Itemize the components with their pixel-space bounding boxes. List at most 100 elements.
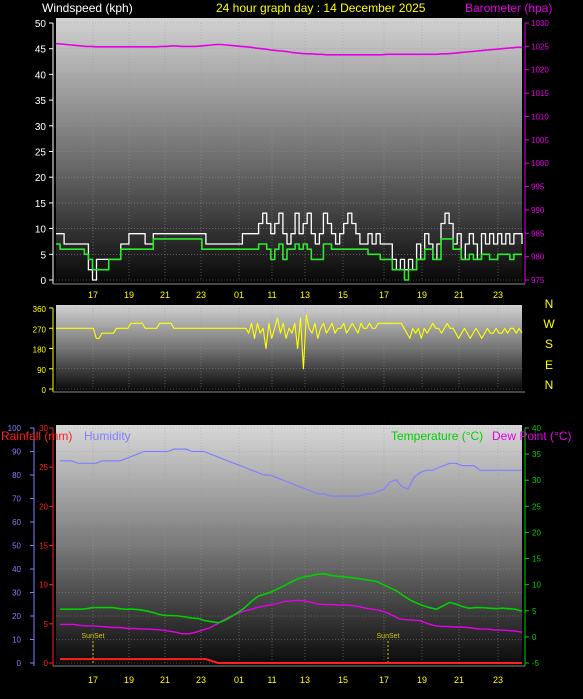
wind-x-tick-label: 23 [196,290,206,300]
barometer-y-tick-label: 1025 [531,42,549,51]
rainfall-tick-label: 25 [39,463,48,472]
wind-x-tick-label: 21 [454,290,464,300]
temperature-tick-label: -5 [532,659,540,668]
wind-y-tick-label: 10 [35,225,47,236]
direction-y-tick-label: 0 [42,386,47,395]
wind-x-tick-label: 13 [300,290,310,300]
wind-plot-area [56,18,522,285]
wind-x-tick-label: 23 [493,290,503,300]
barometer-y-tick-label: 975 [531,276,545,285]
temperature-x-tick-label: 11 [267,675,276,685]
barometer-y-tick-label: 985 [531,229,545,238]
wind-x-tick-label: 19 [417,290,427,300]
barometer-title: Barometer (hpa) [465,1,552,15]
rainfall-tick-label: 20 [39,502,48,511]
graph-title: 24 hour graph day : 14 December 2025 [216,1,426,15]
barometer-y-tick-label: 1030 [531,19,549,28]
wind-x-tick-label: 19 [124,290,134,300]
direction-y-tick-label: 270 [33,325,47,334]
temperature-x-tick-label: 13 [300,675,310,685]
temperature-x-tick-label: 23 [493,675,503,685]
temperature-x-tick-label: 23 [196,675,206,685]
humidity-tick-label: 30 [12,589,21,598]
barometer-y-tick-label: 1010 [531,112,549,121]
temperature-title: Temperature (°C) [391,429,483,443]
humidity-tick-label: 80 [12,471,21,480]
sunset-label: SunSet [377,633,400,640]
wind-y-tick-label: 15 [35,199,47,210]
temperature-x-tick-label: 21 [160,675,170,685]
humidity-tick-label: 90 [12,448,21,457]
wind-direction-line [56,314,523,370]
temperature-tick-label: 40 [532,424,541,433]
temperature-x-tick-label: 19 [124,675,134,685]
humidity-tick-label: 70 [12,495,21,504]
temperature-tick-label: 30 [532,476,541,485]
barometer-y-tick-label: 1005 [531,136,549,145]
temperature-x-tick-label: 17 [379,675,389,685]
wind-y-tick-label: 50 [35,19,47,30]
wind-y-tick-label: 0 [40,276,46,287]
direction-plot-area [56,305,522,392]
temperature-x-tick-label: 19 [417,675,427,685]
rainfall-tick-label: 30 [39,424,48,433]
wind-x-tick-label: 17 [379,290,389,300]
rainfall-line [60,658,522,664]
rainfall-tick-label: 0 [44,659,49,668]
barometer-y-tick-label: 1015 [531,89,549,98]
barometer-y-tick-label: 995 [531,183,545,192]
temperature-plot-area [56,425,522,665]
rainfall-tick-label: 10 [39,581,48,590]
wind-y-tick-label: 40 [35,70,47,81]
sunset-label: SunSet [82,633,105,640]
barometer-line [55,42,522,56]
wind-x-tick-label: 01 [234,290,244,300]
temperature-tick-label: 15 [532,555,541,564]
wind-x-tick-label: 21 [160,290,170,300]
barometer-y-tick-label: 990 [531,206,545,215]
barometer-y-tick-label: 1020 [531,66,549,75]
wind-average-line [56,238,522,281]
wind-y-tick-label: 25 [35,148,47,159]
temperature-tick-label: 10 [532,581,541,590]
compass-label: E [545,358,553,372]
dew-point-title: Dew Point (°C) [492,429,571,443]
wind-y-tick-label: 20 [35,173,47,184]
wind-y-tick-label: 5 [40,250,46,261]
rainfall-tick-label: 5 [44,620,49,629]
direction-y-tick-label: 180 [33,346,47,355]
windspeed-title: Windspeed (kph) [42,1,133,15]
wind-y-tick-label: 35 [35,96,47,107]
temperature-x-tick-label: 17 [88,675,98,685]
temperature-x-tick-label: 21 [454,675,464,685]
compass-label: N [545,378,554,392]
barometer-y-tick-label: 980 [531,253,545,262]
temperature-x-tick-label: 15 [338,675,348,685]
wind-x-tick-label: 15 [338,290,348,300]
humidity-tick-label: 50 [12,542,21,551]
humidity-tick-label: 20 [12,612,21,621]
humidity-tick-label: 10 [12,636,21,645]
temperature-line [60,572,523,624]
compass-label: N [545,297,554,311]
wind-y-tick-label: 30 [35,122,47,133]
wind-x-tick-label: 17 [88,290,98,300]
rainfall-tick-label: 15 [39,542,48,551]
temperature-tick-label: 35 [532,450,541,459]
humidity-tick-label: 60 [12,518,21,527]
wind-y-tick-label: 45 [35,45,47,56]
humidity-tick-label: 40 [12,565,21,574]
humidity-line [60,448,522,497]
humidity-tick-label: 0 [17,659,22,668]
rainfall-title: Rainfall (mm) [1,429,72,443]
humidity-title: Humidity [84,429,131,443]
wind-x-tick-label: 11 [267,290,276,300]
temperature-tick-label: 5 [532,607,537,616]
dew-point-line [60,599,523,635]
humidity-tick-label: 100 [8,424,22,433]
compass-label: W [543,317,555,331]
temperature-x-tick-label: 01 [234,675,244,685]
direction-y-tick-label: 360 [33,305,47,314]
